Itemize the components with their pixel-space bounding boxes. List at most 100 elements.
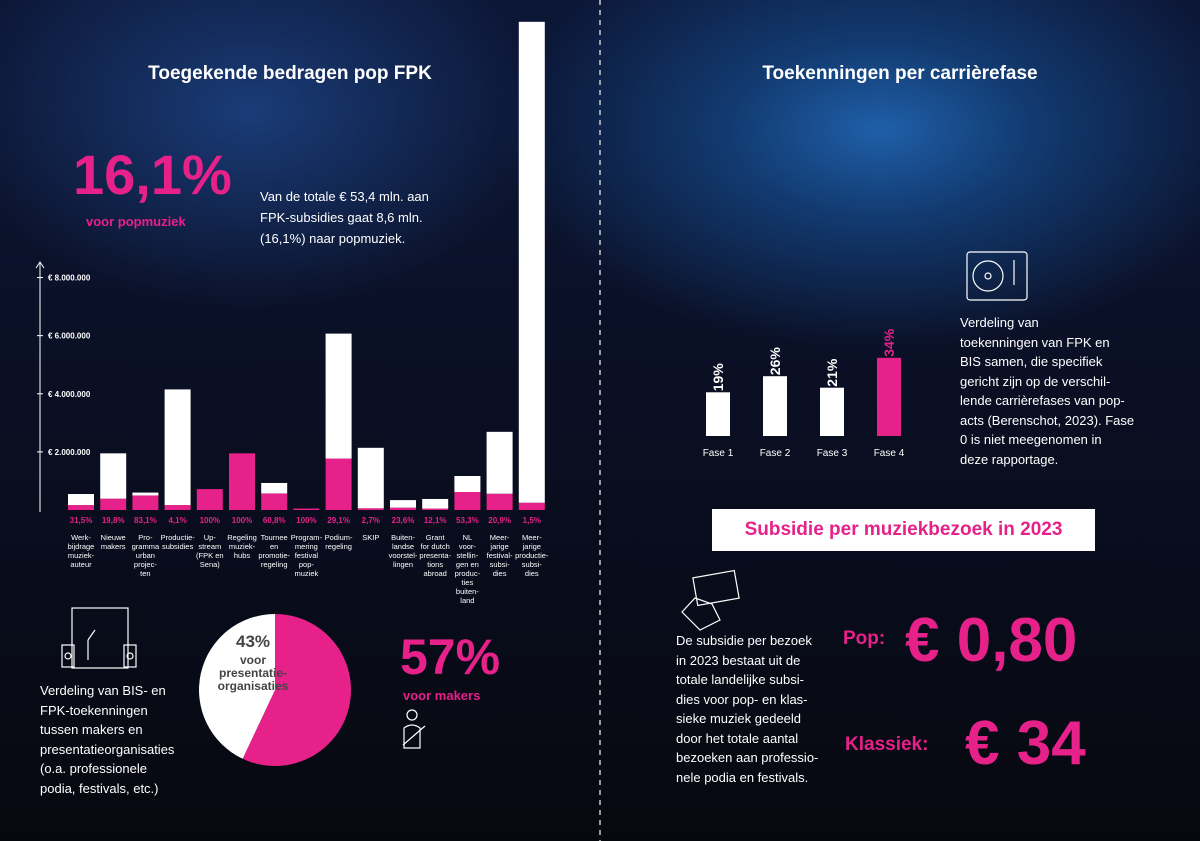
share-label: 4,1% — [168, 516, 187, 525]
share-label: 53,3% — [456, 516, 479, 525]
bar-segment — [357, 508, 384, 510]
share-label: 29,1% — [327, 516, 350, 525]
y-tick-label: € 4.000.000 — [48, 390, 91, 399]
x-tick-label: Fase 4 — [874, 448, 905, 459]
x-tick-label: Fase 3 — [817, 448, 848, 459]
bar-segment — [325, 333, 352, 459]
bar-segment — [164, 389, 191, 506]
bar-segment — [261, 493, 288, 510]
axis-arrow — [35, 261, 45, 269]
share-label: 19,8% — [101, 516, 125, 525]
bar-segment — [100, 453, 127, 499]
title: Toegekende bedragen pop FPK — [148, 63, 432, 84]
x-tick-label: Grant for dutch presenta- tions abroad — [419, 533, 452, 578]
bar-segment — [486, 493, 513, 510]
bar — [763, 376, 787, 436]
share-label: 31,5% — [69, 516, 93, 525]
bar-segment — [390, 507, 416, 510]
phase-description: Verdeling van toekenningen van FPK en BI… — [960, 315, 1135, 467]
bar-segment — [68, 494, 94, 506]
pie-slice — [242, 614, 351, 766]
bar-segment — [422, 498, 449, 509]
share-label: 2,7% — [361, 516, 380, 525]
bar-segment — [357, 447, 384, 509]
x-tick-label: Fase 1 — [703, 448, 734, 459]
share-label: 100% — [199, 516, 221, 525]
x-tick-label: Buiten- landse voorstel- lingen — [388, 533, 418, 569]
share-label: 20,9% — [488, 516, 511, 525]
x-tick-label: Fase 2 — [760, 448, 791, 459]
big-percent: 16,1% — [73, 143, 232, 206]
bar-segment — [229, 453, 255, 510]
bar-segment — [261, 482, 288, 494]
bar — [820, 387, 844, 436]
x-tick-label: Productie- subsidies — [160, 533, 195, 551]
y-tick-label: € 8.000.000 — [48, 274, 91, 283]
value-label: 19% — [710, 363, 726, 392]
bar-segment — [164, 505, 191, 510]
x-tick-label: Meer- jarige productie- subsi- dies — [515, 533, 549, 578]
bar-segment — [132, 492, 159, 496]
subsidy-text: De subsidie per bezoek in 2023 bestaat u… — [676, 633, 819, 785]
bar-segment — [454, 491, 481, 510]
bar-segment — [390, 500, 416, 508]
bar-segment — [196, 489, 223, 510]
bar-segment — [293, 508, 320, 510]
share-label: 12,1% — [423, 516, 447, 525]
big-percent-caption: voor popmuziek — [86, 214, 186, 229]
pie-description: Verdeling van BIS- en FPK-toekenningen t… — [40, 683, 175, 796]
x-tick-label: Regeling muziek- hubs — [227, 533, 257, 560]
bar — [706, 392, 730, 436]
x-tick-label: Podium- regeling — [324, 533, 353, 551]
x-tick-label: Program- mering festival pop- muziek — [290, 533, 323, 578]
x-tick-label: Pro- gramma urban projec- ten — [131, 533, 160, 578]
x-tick-label: Tournee en promotie- regeling — [258, 533, 291, 569]
x-tick-label: NL voor- stellin- gen en produc- ties bu… — [454, 533, 481, 605]
bar-segment — [454, 476, 481, 492]
subsidy-title: Subsidie per muziekbezoek in 2023 — [744, 519, 1063, 540]
y-tick-label: € 6.000.000 — [48, 332, 91, 341]
bar-segment — [486, 431, 513, 494]
slice-label: voor makers — [403, 688, 481, 703]
bar — [877, 357, 901, 436]
bar-segment — [518, 21, 545, 503]
bar-segment — [132, 495, 159, 510]
x-tick-label: SKIP — [362, 533, 380, 542]
subsidy-box — [712, 509, 1095, 551]
share-label: 1,5% — [522, 516, 541, 525]
share-label: 60,8% — [262, 516, 286, 525]
share-label: 100% — [296, 516, 317, 525]
intro-text: Van de totale € 53,4 mln. aan FPK-subsid… — [260, 189, 429, 246]
bar-segment — [100, 498, 127, 510]
y-tick-label: € 2.000.000 — [48, 448, 91, 457]
guitar-icon — [402, 709, 426, 749]
x-tick-label: Meer- jarige festival- subsi- dies — [486, 533, 513, 578]
classic-label: Klassiek: — [845, 734, 929, 755]
classic-value: € 34 — [965, 709, 1086, 778]
share-label: 23,6% — [391, 516, 415, 525]
share-label: 100% — [231, 516, 253, 525]
bar-segment — [325, 458, 352, 510]
ticket-icon — [681, 569, 740, 631]
bar-segment — [518, 502, 545, 510]
turntable-icon — [966, 251, 1028, 301]
slice-label: voor presentatie- organisaties — [217, 653, 289, 693]
value-label: 57% — [400, 629, 501, 685]
x-tick-label: Werk- bijdrage muziek- auteur — [67, 533, 95, 569]
pie-slice — [199, 614, 275, 759]
pop-label: Pop: — [843, 628, 886, 649]
stage-icon — [61, 607, 137, 669]
value-label: 34% — [881, 328, 897, 357]
share-label: 83,1% — [134, 516, 157, 525]
x-tick-label: Up- stream (FPK en Sena) — [196, 533, 224, 569]
value-label: 26% — [767, 347, 783, 376]
pop-value: € 0,80 — [905, 606, 1078, 675]
title: Toekenningen per carrièrefase — [762, 63, 1038, 84]
value-label: 43% — [235, 632, 271, 651]
bar-segment — [422, 508, 449, 510]
x-tick-label: Nieuwe makers — [100, 533, 126, 551]
value-label: 21% — [824, 358, 840, 387]
bar-segment — [68, 505, 94, 510]
